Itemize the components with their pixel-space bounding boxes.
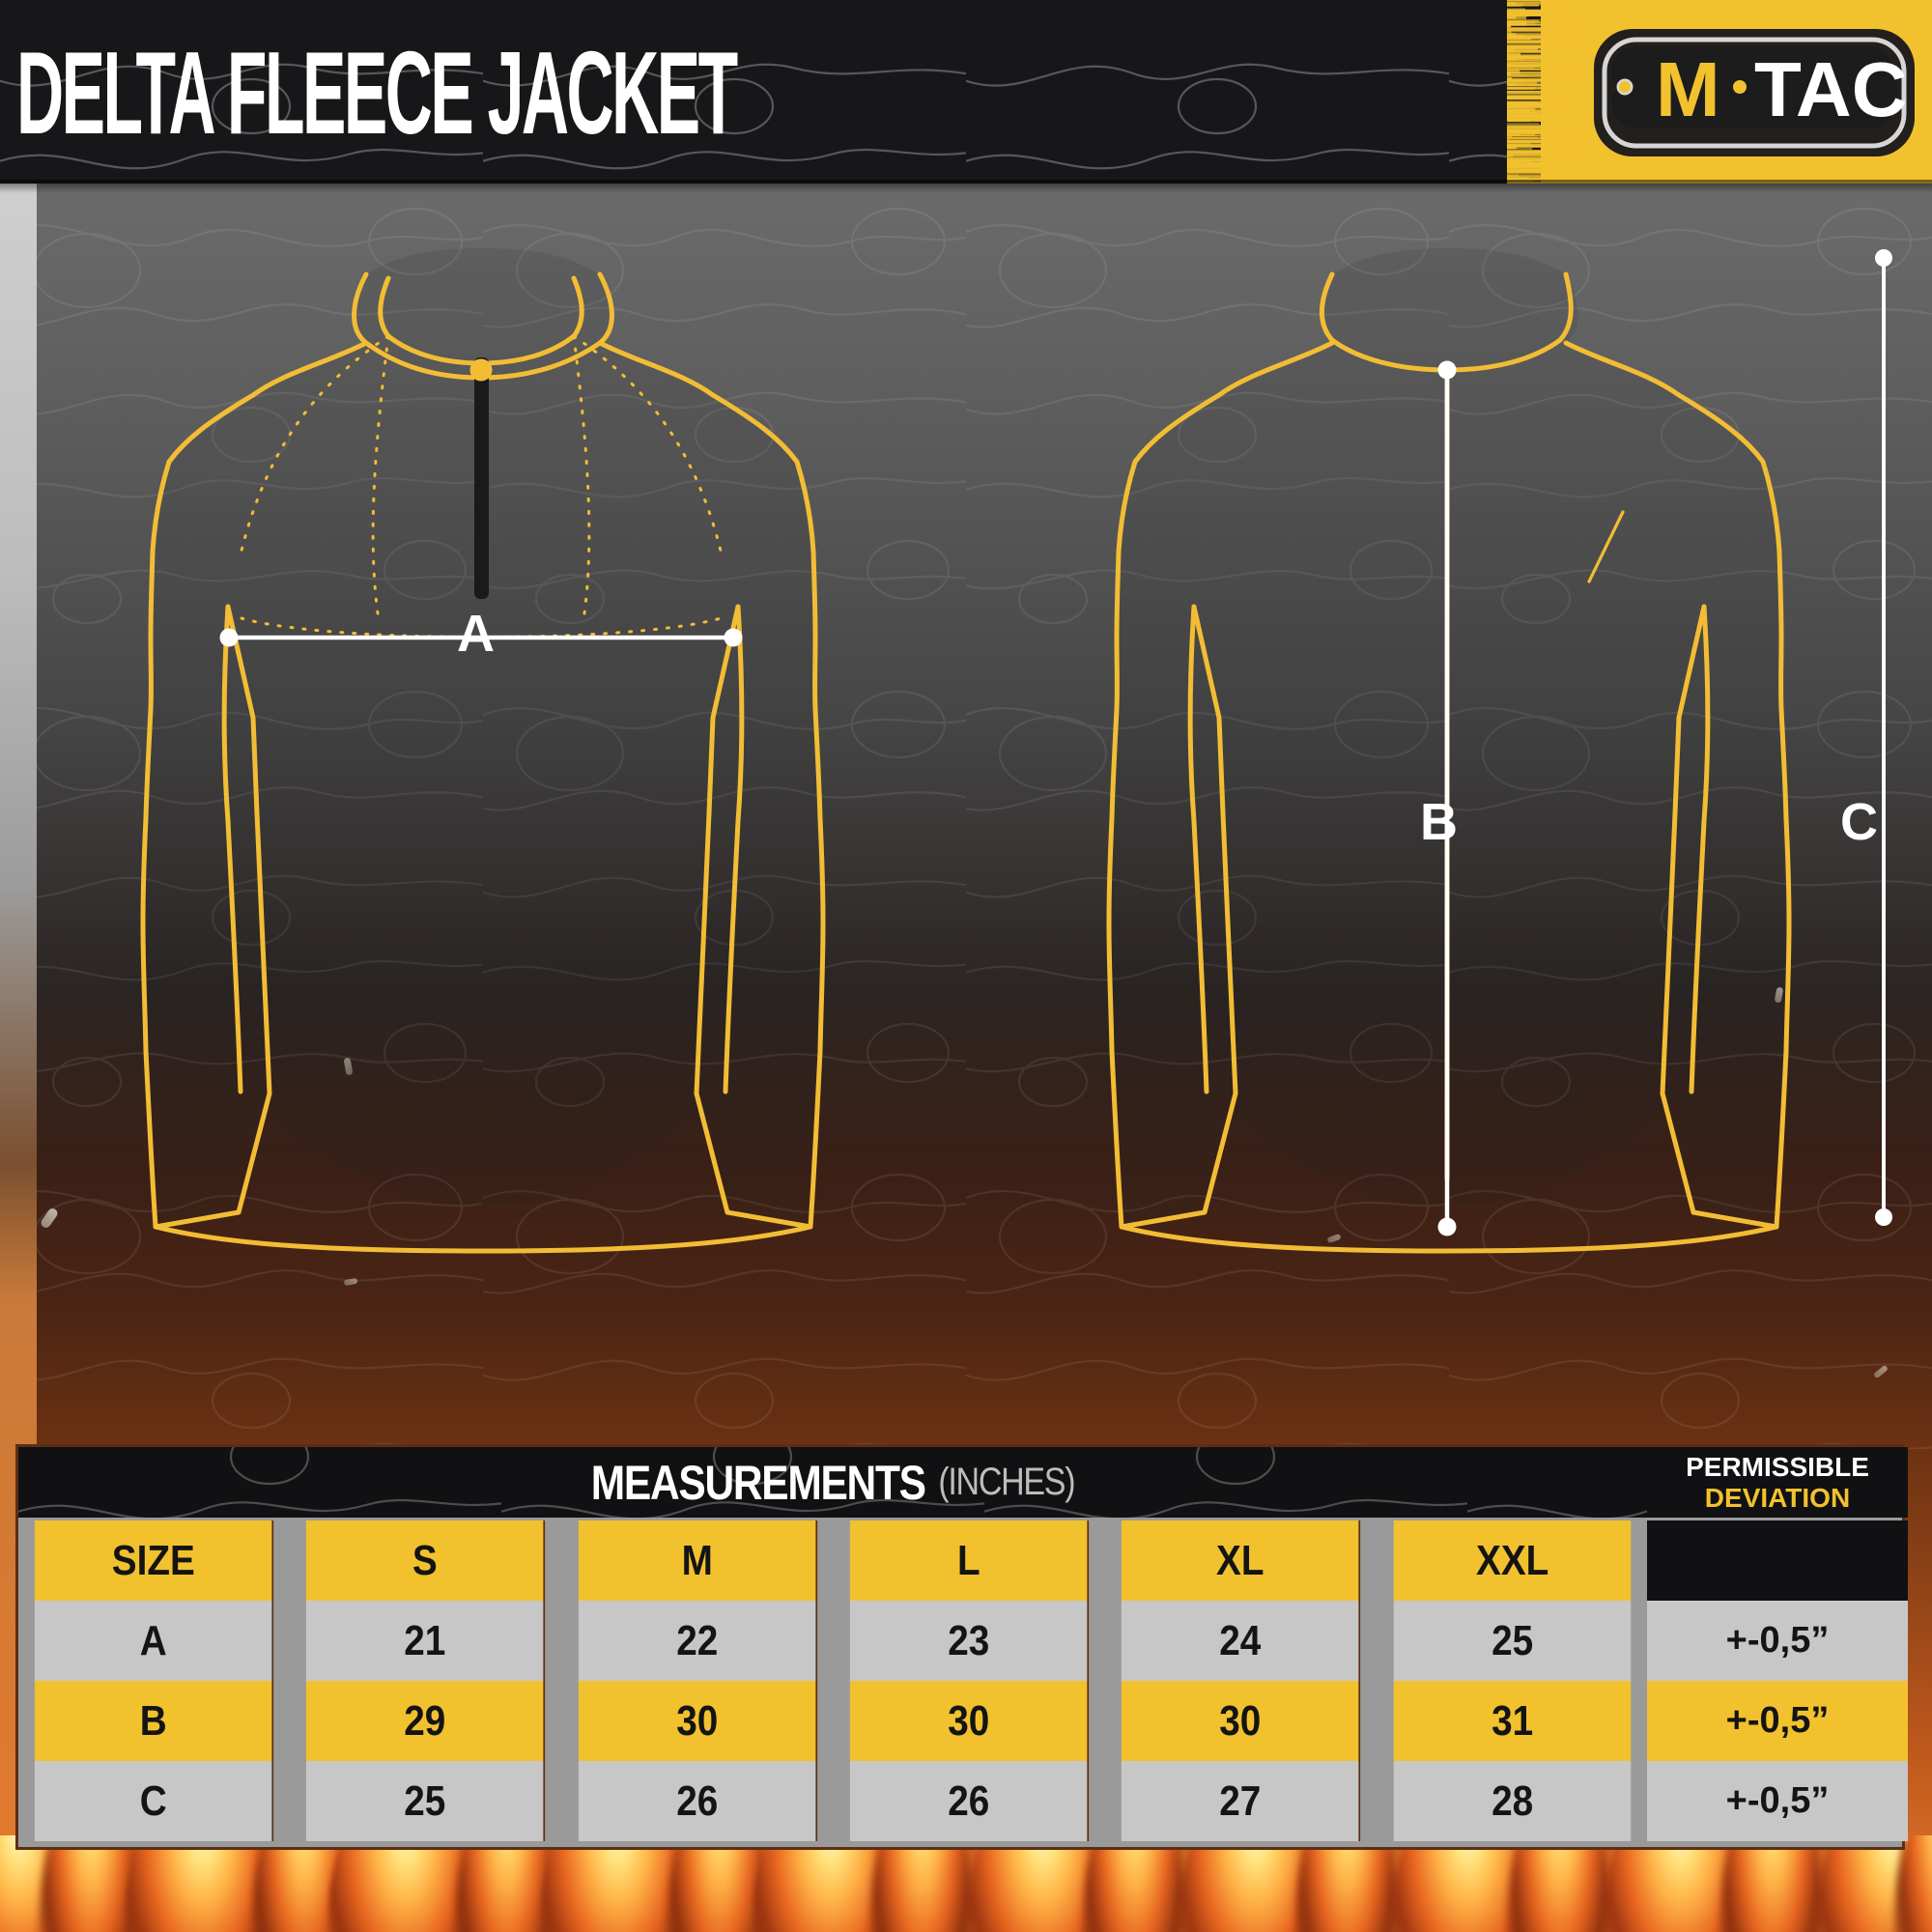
svg-text:TAC: TAC: [1754, 46, 1907, 132]
svg-text:M: M: [1656, 46, 1720, 132]
